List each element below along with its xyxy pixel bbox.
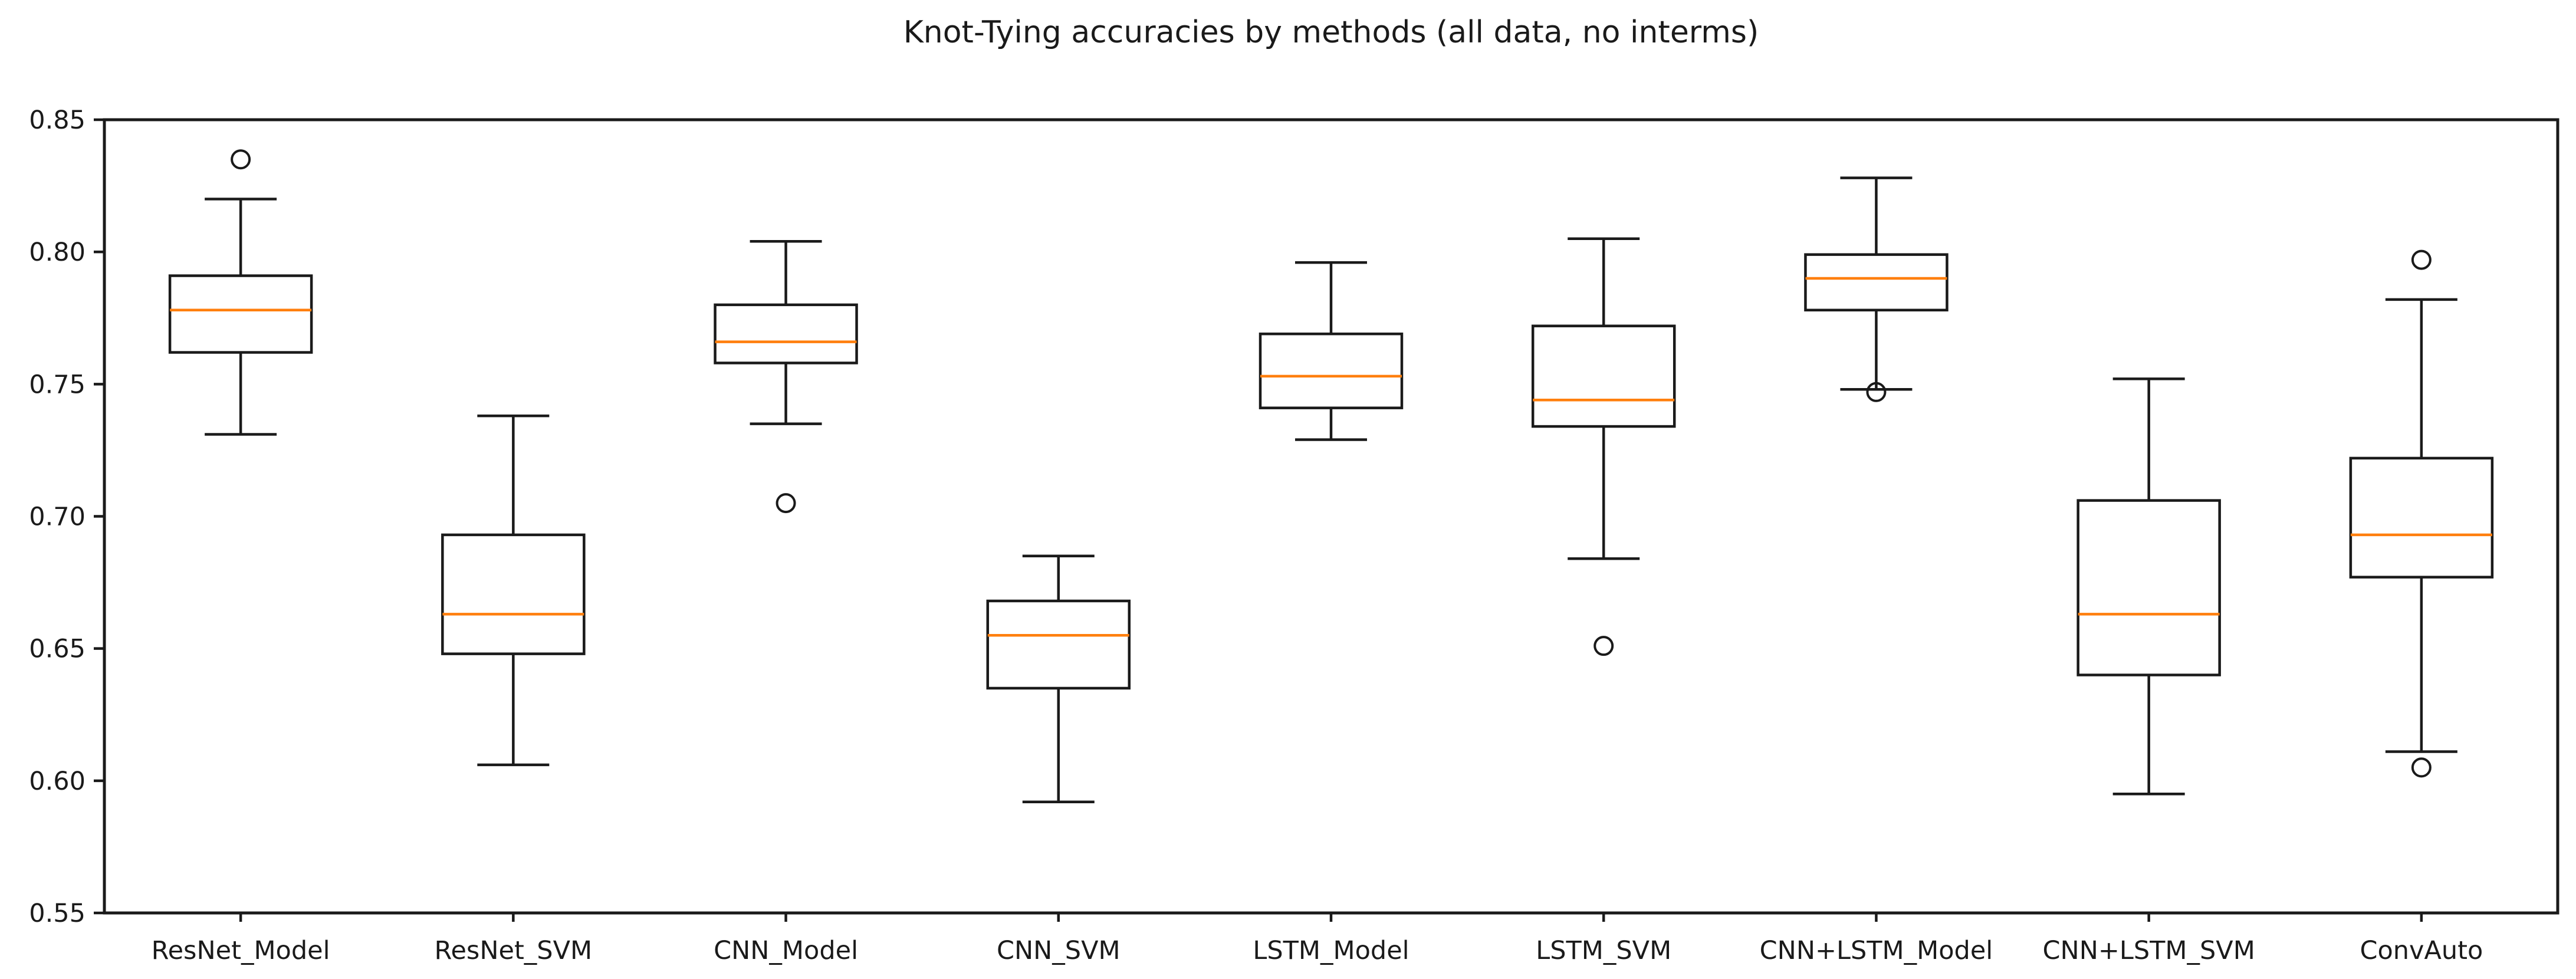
- x-tick-label-ResNet_Model: ResNet_Model: [152, 936, 330, 965]
- box-CNN_Model: [714, 303, 858, 364]
- x-tick-label-ConvAuto: ConvAuto: [2360, 936, 2483, 965]
- outlier-CNN+LSTM_Model-0: [1866, 382, 1887, 402]
- box-ConvAuto: [2349, 456, 2494, 579]
- y-tick-label-0.55: 0.55: [29, 899, 86, 928]
- x-tick-label-LSTM_Model: LSTM_Model: [1253, 936, 1409, 965]
- chart-title: Knot-Tying accuracies by methods (all da…: [903, 15, 1759, 50]
- y-tick-label-0.70: 0.70: [29, 502, 86, 532]
- box-ResNet_SVM: [441, 533, 586, 655]
- box-LSTM_Model: [1259, 332, 1404, 409]
- x-tick-label-LSTM_SVM: LSTM_SVM: [1536, 936, 1671, 965]
- x-tick-label-CNN_SVM: CNN_SVM: [997, 936, 1121, 965]
- x-tick-label-CNN+LSTM_Model: CNN+LSTM_Model: [1760, 936, 1993, 965]
- box-CNN_SVM: [986, 599, 1131, 690]
- y-tick-label-0.60: 0.60: [29, 767, 86, 796]
- outlier-LSTM_SVM-0: [1593, 636, 1614, 656]
- outlier-ConvAuto-1: [2411, 757, 2432, 778]
- box-ResNet_Model: [168, 274, 313, 354]
- y-tick-label-0.80: 0.80: [29, 238, 86, 267]
- outlier-ConvAuto-0: [2411, 249, 2432, 270]
- box-LSTM_SVM: [1531, 324, 1676, 428]
- x-tick-label-ResNet_SVM: ResNet_SVM: [435, 936, 593, 965]
- x-tick-label-CNN+LSTM_SVM: CNN+LSTM_SVM: [2043, 936, 2255, 965]
- plot-area: 0.55 0.60 0.65 0.70 0.75 0.80 0.85 ResNet_Model…: [29, 106, 2559, 965]
- y-tick-label-0.85: 0.85: [29, 106, 86, 135]
- box-CNN+LSTM_SVM: [2076, 499, 2221, 676]
- box-CNN+LSTM_Model: [1804, 253, 1949, 312]
- outlier-CNN_Model-0: [776, 493, 796, 514]
- y-tick-label-0.65: 0.65: [29, 635, 86, 664]
- x-tick-label-CNN_Model: CNN_Model: [714, 936, 858, 965]
- outlier-ResNet_Model-0: [231, 149, 251, 170]
- y-tick-label-0.75: 0.75: [29, 370, 86, 399]
